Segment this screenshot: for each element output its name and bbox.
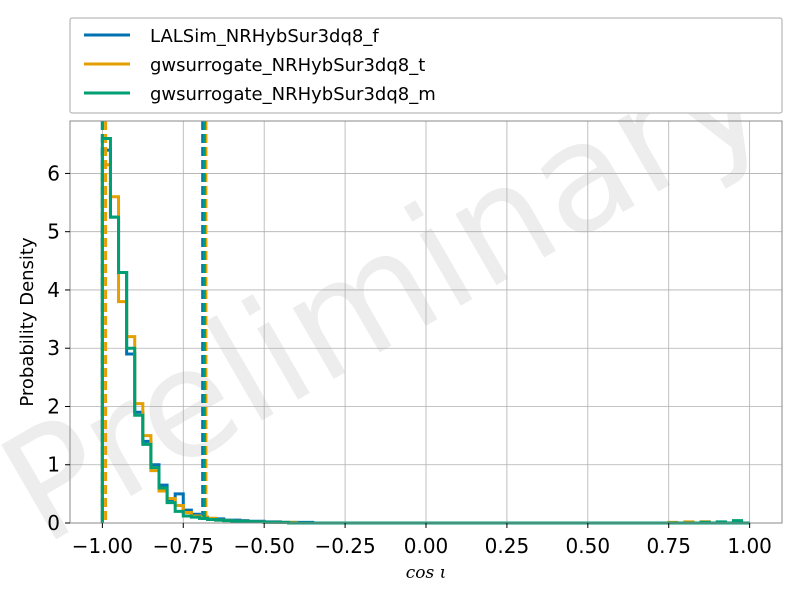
legend: LALSim_NRHybSur3dq8_f gwsurrogate_NRHybSu… — [69, 17, 783, 114]
x-axis-label: cos ι — [406, 563, 447, 583]
x-tick-label: 0.00 — [404, 534, 449, 558]
legend-entry-label: gwsurrogate_NRHybSur3dq8_m — [150, 84, 436, 105]
x-tick-label: −0.50 — [234, 534, 295, 558]
x-tick-label: 1.00 — [727, 534, 772, 558]
y-tick-label: 1 — [47, 453, 60, 477]
legend-box — [69, 17, 783, 114]
legend-entry-label: gwsurrogate_NRHybSur3dq8_t — [150, 55, 425, 76]
y-tick-label: 2 — [47, 394, 60, 418]
histogram-series-3 — [100, 136, 750, 525]
x-tick-label: −0.75 — [153, 534, 214, 558]
y-tick-label: 6 — [47, 161, 60, 185]
axes: −1.00 −0.75 −0.50 −0.25 0.00 0.25 0.50 0.75 1.00… — [47, 161, 772, 558]
y-tick-label: 3 — [47, 336, 60, 360]
x-tick-label: −1.00 — [72, 534, 133, 558]
y-tick-label: 0 — [47, 511, 60, 535]
y-tick-label: 4 — [47, 278, 60, 302]
x-tick-label: −0.25 — [314, 534, 375, 558]
x-tick-label: 0.25 — [485, 534, 530, 558]
x-tick-label: 0.75 — [646, 534, 691, 558]
y-axis-label: Probability Density — [17, 237, 38, 407]
x-tick-label: 0.50 — [566, 534, 611, 558]
legend-entry-label: LALSim_NRHybSur3dq8_f — [150, 26, 379, 47]
y-tick-label: 5 — [47, 220, 60, 244]
plot-area — [100, 121, 750, 525]
